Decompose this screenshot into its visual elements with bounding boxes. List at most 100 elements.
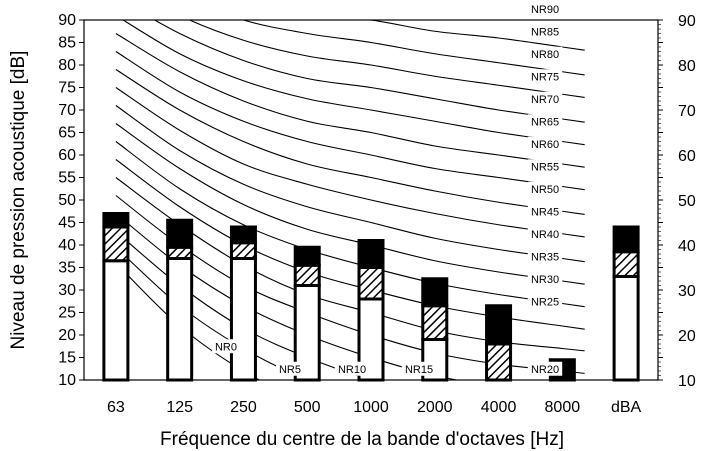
y-tick-label: 20 [58,327,76,344]
bar-black-segment [357,239,385,269]
y-tick-label: 75 [58,80,76,97]
bar-black-segment [229,225,257,245]
nr-label-nr75: NR75 [531,71,559,83]
bar-black-segment [166,218,194,249]
right-y-tick-label: 90 [678,13,696,30]
nr-label-nr25: NR25 [531,296,559,308]
nr-label-bg [527,159,563,174]
y-tick-label: 65 [58,125,76,142]
bar-black-segment [485,304,513,346]
x-tick-label: 1000 [353,399,389,416]
nr-label-nr20: NR20 [531,364,559,376]
x-axis: 63 125 250 500 1000 2000 4000 8000 dBA [107,399,642,416]
left-y-axis: 10 15 20 25 30 35 40 45 50 55 60 65 70 75 80 85 90 [58,12,84,389]
nr-label-bg [527,46,563,61]
nr-label-bg [527,69,563,84]
right-y-tick-label: 10 [678,373,696,390]
y-tick-label: 70 [58,102,76,119]
nr-label-bg [527,24,563,39]
nr-curve-nr60 [115,51,585,191]
nr-label-bg [276,361,304,376]
right-y-tick-label: 20 [678,328,696,345]
x-tick-label: 4000 [481,399,517,416]
nr-label-bg [527,1,563,16]
bars [102,212,640,382]
right-y-tick-label: 60 [678,148,696,165]
right-y-tick-label: 30 [678,283,696,300]
x-tick-label: 250 [230,399,257,416]
nr-label-bg [527,181,563,196]
nr-label-nr55: NR55 [531,161,559,173]
nr-label-bg [527,204,563,219]
right-y-tick-label: 80 [678,58,696,75]
nr-label-bg [527,249,563,264]
bar-hatched-segment [102,225,130,263]
bar-hatched-segment [421,304,449,341]
y-tick-label: 85 [58,35,76,52]
nr-curve-nr90 [366,20,585,51]
nr-label-bg [334,361,370,376]
y-tick-label: 30 [58,282,76,299]
nr-curve-nr70 [122,20,585,146]
x-tick-label: 500 [294,399,321,416]
nr-label-nr40: NR40 [531,229,559,241]
nr-curve-nr80 [188,20,585,98]
right-y-tick-label: 50 [678,193,696,210]
bar-black-segment [293,245,321,267]
right-y-tick-label: 70 [678,103,696,120]
x-tick-label: 2000 [417,399,453,416]
y-tick-label: 50 [58,192,76,209]
nr-label-bg [527,361,563,376]
bar-hatched-segment [229,241,257,260]
nr-label-bg [527,136,563,151]
nr-label-bg [527,226,563,241]
x-tick-label: dBA [611,399,642,416]
nr-label-nr45: NR45 [531,206,559,218]
nr-label-nr80: NR80 [531,49,559,61]
nr-label-nr30: NR30 [531,274,559,286]
y-tick-label: 90 [58,12,76,29]
nr-label-nr10: NR10 [338,364,366,376]
bar-black-segment [421,277,449,308]
x-tick-label: 125 [166,399,193,416]
x-axis-title: Fréquence du centre de la bande d'octave… [160,429,564,450]
y-tick-label: 55 [58,170,76,187]
nr-label-nr50: NR50 [531,184,559,196]
bar-hatched-segment [357,266,385,301]
nr-curve-nr75 [153,20,585,123]
y-tick-label: 40 [58,237,76,254]
bar-white-segment [102,259,130,382]
bar-black-segment [612,225,640,254]
y-tick-label: 35 [58,260,76,277]
bar-white-segment [229,257,257,382]
nr-label-bg [527,294,563,309]
x-tick-label: 63 [107,399,125,416]
nr-label-nr35: NR35 [531,251,559,263]
bar-white-segment [612,275,640,382]
y-tick-label: 25 [58,305,76,322]
right-y-tick-label: 40 [678,238,696,255]
nr-curve-nr50 [115,87,585,238]
y-tick-label: 45 [58,215,76,232]
bar-hatched-segment [293,263,321,287]
nr-label-nr85: NR85 [531,26,559,38]
bar-hatched-segment [166,245,194,260]
bar-white-segment [166,257,194,382]
nr-label-nr60: NR60 [531,139,559,151]
y-tick-label: 15 [58,350,76,367]
nr-labels: NR0 NR5 NR10 NR15 NR20 NR25 NR30 NR35 NR40 NR45 NR… [212,1,563,376]
y-tick-label: 60 [58,147,76,164]
nr-label-bg [212,339,240,354]
bar-black-segment [102,212,130,229]
nr-label-nr0: NR0 [215,341,237,353]
right-y-axis: 10 20 30 40 50 60 70 80 90 [658,13,696,390]
nr-curve-nr85 [241,20,585,76]
y-tick-label: 10 [58,372,76,389]
nr-label-bg [527,114,563,129]
x-tick-label: 8000 [545,399,581,416]
nr-label-bg [401,361,437,376]
nr-label-nr65: NR65 [531,116,559,128]
nr-curve-nr65 [115,33,585,168]
y-tick-label: 80 [58,57,76,74]
nr-label-nr90: NR90 [531,4,559,16]
